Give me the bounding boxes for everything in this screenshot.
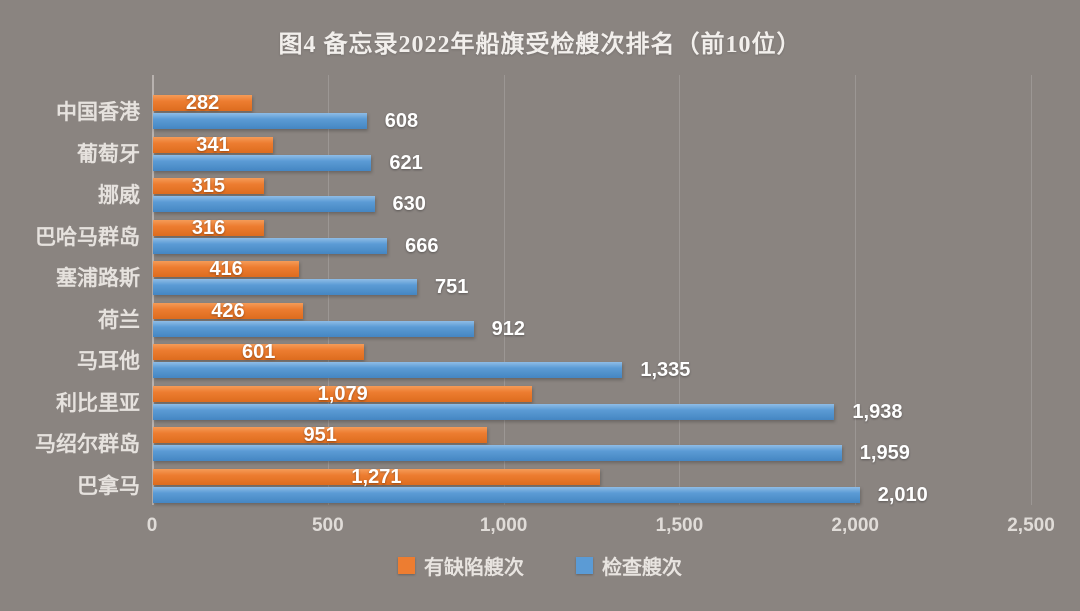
x-axis-tick-label: 1,500 [655,515,704,536]
inspection-bar: 608 [153,111,418,131]
category-label: 荷兰 [98,307,140,332]
inspection-bar: 1,938 [153,402,902,422]
defect-value-label: 341 [196,133,230,156]
inspection-bar: 621 [153,153,423,173]
defect-value-label: 416 [209,258,243,280]
plot-area: 282 608 341 621 315 630 316 666 416 751 426 912 601 1… [152,75,1032,505]
category-label: 葡萄牙 [77,141,140,166]
defect-bar: 951 [153,424,488,446]
inspection-value-label: 666 [405,234,439,257]
chart-title: 图4 备忘录2022年船旗受检艘次排名（前10位） [278,32,802,58]
gridline [679,75,681,505]
gridline [1031,75,1032,505]
category-label: 马绍尔群岛 [35,432,140,456]
x-axis-tick-label: 2,500 [1007,515,1055,536]
defect-bar: 282 [153,92,253,114]
defect-value-label: 316 [191,216,226,239]
inspection-value-label: 1,335 [640,359,691,381]
x-axis-tick-label: 0 [146,515,158,536]
inspection-value-label: 912 [491,317,526,340]
x-axis-tick-label: 1,000 [479,515,528,536]
defect-bar: 1,079 [153,382,533,405]
gridline [855,75,857,505]
defect-value-label: 282 [185,92,220,114]
inspection-value-label: 1,938 [852,400,903,423]
legend-label-inspections: 检查艘次 [602,557,682,579]
defect-bar: 416 [153,258,300,280]
legend-label-defects: 有缺陷艘次 [424,557,524,579]
legend-item-inspections: 检查艘次 [576,551,682,580]
inspection-value-label: 630 [392,193,426,215]
defect-value-label: 1,271 [351,465,402,488]
inspection-value-label: 751 [435,276,469,298]
defect-value-label: 426 [211,299,245,322]
category-label: 塞浦路斯 [56,266,140,290]
defect-bar: 426 [153,299,303,322]
category-label: 巴拿马 [77,473,140,498]
inspection-bar: 630 [153,194,426,214]
legend-item-defects: 有缺陷艘次 [398,551,524,580]
inspection-value-label: 1,959 [859,442,910,464]
inspection-bar: 751 [153,277,468,297]
defect-bar: 341 [153,133,273,156]
legend: 有缺陷艘次 检查艘次 [0,551,1080,580]
inspection-value-label: 2,010 [877,483,928,506]
defect-value-label: 951 [303,424,337,446]
defect-bar: 316 [153,216,265,239]
category-label: 巴哈马群岛 [35,224,140,249]
inspection-bar: 666 [153,236,439,256]
category-label: 挪威 [98,183,140,207]
inspection-value-label: 608 [384,110,419,132]
defect-value-label: 1,079 [317,382,368,405]
x-axis-tick-label: 500 [311,515,344,536]
legend-swatch-defects [398,557,415,574]
gridline [503,75,505,505]
inspection-bar: 2,010 [153,485,928,505]
category-label: 利比里亚 [56,390,140,415]
defect-value-label: 601 [241,341,276,363]
inspection-bar: 1,959 [153,443,910,463]
defect-bar: 601 [153,341,365,363]
category-label: 中国香港 [56,100,140,124]
legend-swatch-inspections [576,557,593,574]
inspection-bar: 1,335 [153,360,690,380]
category-label: 马耳他 [77,349,140,373]
inspection-bar: 912 [153,319,525,339]
inspection-value-label: 621 [389,151,423,174]
defect-bar: 1,271 [153,465,600,488]
x-axis-tick-label: 2,000 [831,515,879,536]
defect-value-label: 315 [191,175,226,197]
defect-bar: 315 [153,175,264,197]
